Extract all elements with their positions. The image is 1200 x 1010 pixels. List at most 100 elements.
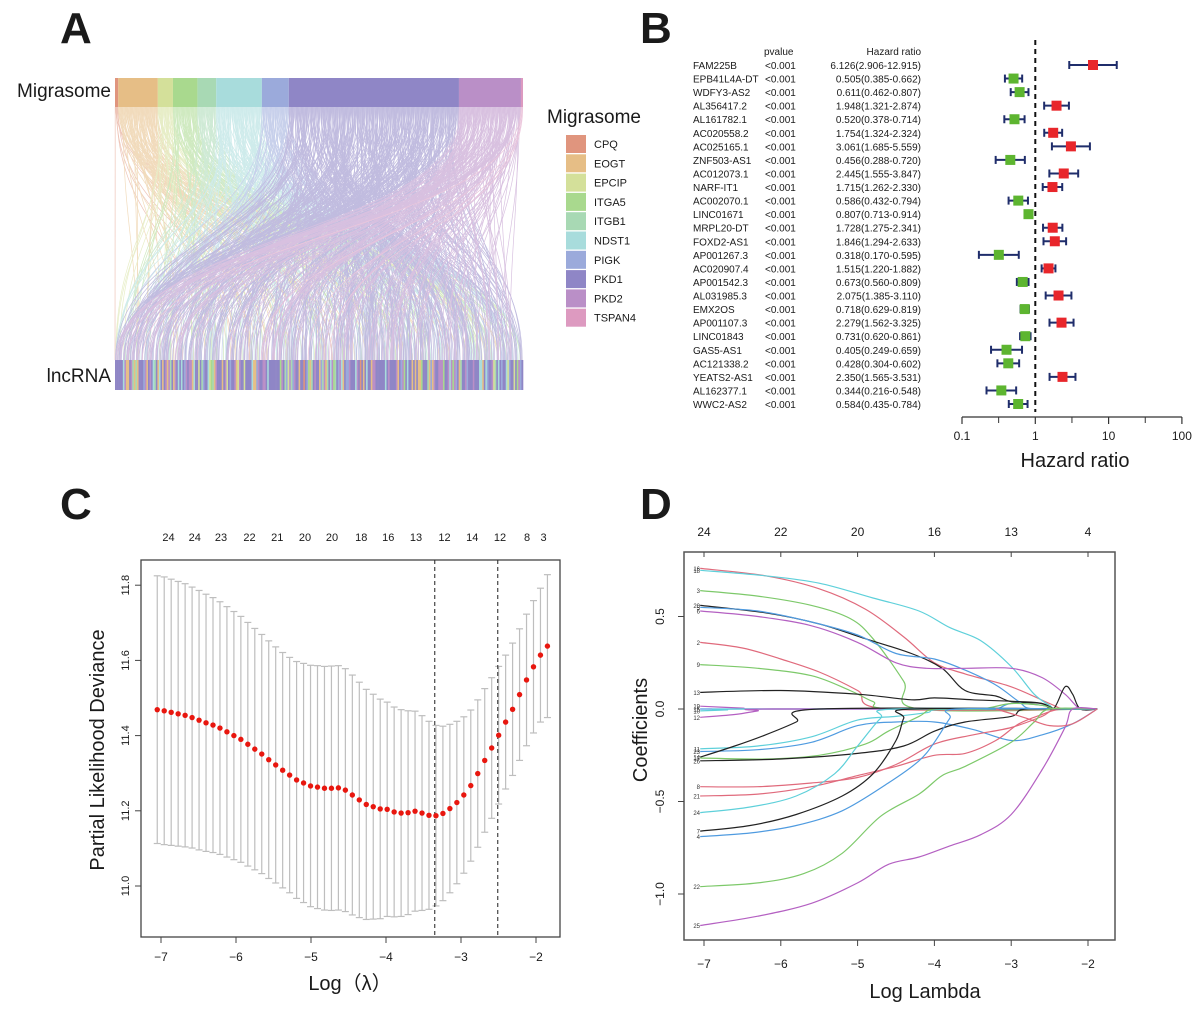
lncrna-node <box>185 360 188 390</box>
flow-link-epcip <box>123 106 172 361</box>
lncrna-node <box>413 360 416 390</box>
deviance-point <box>231 732 237 739</box>
coef-path-label: 24 <box>693 811 700 817</box>
lncrna-node <box>118 360 121 390</box>
lncrna-node <box>359 360 362 390</box>
hr-point <box>1047 222 1058 233</box>
flow-link-pkd2 <box>437 106 497 361</box>
lncrna-node <box>317 360 320 390</box>
lncrna-node <box>367 360 370 390</box>
deviance-point <box>293 777 300 783</box>
y-tick-label: 0.5 <box>653 608 667 625</box>
forest-row: AL162377.1 <0.001 0.344(0.216-0.548) <box>693 385 1018 397</box>
flow-link-itgb1 <box>198 106 345 361</box>
lncrna-node <box>452 360 455 390</box>
deviance-point <box>196 717 202 723</box>
flow-link-pigk <box>121 106 266 361</box>
pvalue-label: <0.001 <box>765 129 796 140</box>
lncrna-node <box>395 360 398 390</box>
deviance-point <box>349 792 356 798</box>
deviance-point <box>391 809 397 815</box>
lncrna-node <box>380 360 383 390</box>
lncrna-node <box>199 360 202 390</box>
lncrna-node <box>270 360 273 390</box>
hr-point <box>1020 331 1031 342</box>
legend-swatch-itga5 <box>566 192 586 211</box>
lncrna-node <box>144 360 147 390</box>
lncrna-node <box>475 360 478 390</box>
legend-label-itgb1: ITGB1 <box>594 216 626 228</box>
coef-path-4 <box>700 707 1098 838</box>
flow-link-pkd2 <box>115 106 505 361</box>
lncrna-node <box>508 360 511 390</box>
lncrna-node <box>315 360 318 390</box>
gene-label: AC012073.1 <box>693 169 749 180</box>
deviance-point <box>537 652 544 658</box>
deviance-point <box>307 783 314 789</box>
lncrna-node <box>438 360 441 390</box>
lncrna-node <box>453 360 456 390</box>
coef-path-label: 5 <box>697 606 701 612</box>
coef-path-6 <box>700 610 1098 711</box>
forest-row: GAS5-AS1 <0.001 0.405(0.249-0.659) <box>693 344 1024 357</box>
lncrna-node <box>483 360 486 390</box>
flow-link-pkd1 <box>225 106 401 361</box>
flow-link-pkd1 <box>163 106 438 361</box>
gene-label: AL162377.1 <box>693 386 747 397</box>
lncrna-node <box>237 360 240 390</box>
lncrna-node <box>221 360 224 390</box>
lncrna-node <box>431 360 434 390</box>
lncrna-node <box>410 360 412 390</box>
lncrna-node <box>366 360 368 390</box>
x-tick-label: −3 <box>454 950 468 964</box>
coef-path-label: 20 <box>693 604 700 610</box>
lncrna-node <box>397 360 400 390</box>
gene-label: AC020907.4 <box>693 264 749 275</box>
flow-link-pkd1 <box>120 106 404 361</box>
forest-row: AP001107.3 <0.001 2.279(1.562-3.325) <box>693 317 1075 330</box>
lncrna-node <box>493 360 496 390</box>
lncrna-node <box>482 360 485 390</box>
hr-point <box>1013 195 1024 206</box>
top-axis-label: 22 <box>774 525 788 539</box>
lncrna-node <box>447 360 450 390</box>
flow-link-ndst1 <box>117 106 230 361</box>
lncrna-node <box>127 360 130 390</box>
lncrna-node <box>242 360 244 390</box>
lncrna-node <box>165 360 168 390</box>
coef-path-label: 8 <box>697 785 701 791</box>
coef-path-label: 18 <box>693 569 700 575</box>
migrasome-node-ndst1 <box>216 78 262 107</box>
flow-link-ndst1 <box>115 106 260 361</box>
flow-link-pkd1 <box>167 106 425 361</box>
flow-link-pkd2 <box>117 106 517 361</box>
lncrna-node <box>322 360 325 390</box>
forest-row: AC020558.2 <0.001 1.754(1.324-2.324) <box>693 127 1064 140</box>
deviance-point <box>314 784 321 790</box>
flow-link-pkd1 <box>150 106 412 361</box>
flow-link-pkd2 <box>415 106 521 361</box>
gene-label: AL161782.1 <box>693 115 747 126</box>
panel-b-forest-plot: pvalue Hazard ratio FAM225B <0.001 6.126(2.9… <box>693 40 1192 472</box>
lncrna-node <box>226 360 229 390</box>
lncrna-node <box>477 360 480 390</box>
deviance-point <box>203 720 209 726</box>
migrasome-node-pigk <box>261 78 289 107</box>
deviance-point <box>321 785 328 791</box>
lncrna-node <box>497 360 500 390</box>
lncrna-node <box>301 360 304 390</box>
flow-link-pkd2 <box>137 106 462 361</box>
deviance-point <box>328 785 335 791</box>
top-axis-label: 8 <box>524 532 530 544</box>
coef-path-label: 12 <box>693 716 700 722</box>
lncrna-node <box>355 360 357 390</box>
lncrna-node <box>147 360 150 390</box>
deviance-point <box>509 706 516 712</box>
legend: Migrasome CPQ EOGT EPCIP ITGA5 ITGB1 NDST1 PIGK… <box>547 107 641 327</box>
coef-path-22 <box>700 707 1098 888</box>
lncrna-node <box>116 360 119 390</box>
lncrna-node <box>474 360 477 390</box>
deviance-point <box>245 741 251 747</box>
coef-path-21 <box>700 708 1098 797</box>
x-tick-label: −4 <box>928 957 942 971</box>
